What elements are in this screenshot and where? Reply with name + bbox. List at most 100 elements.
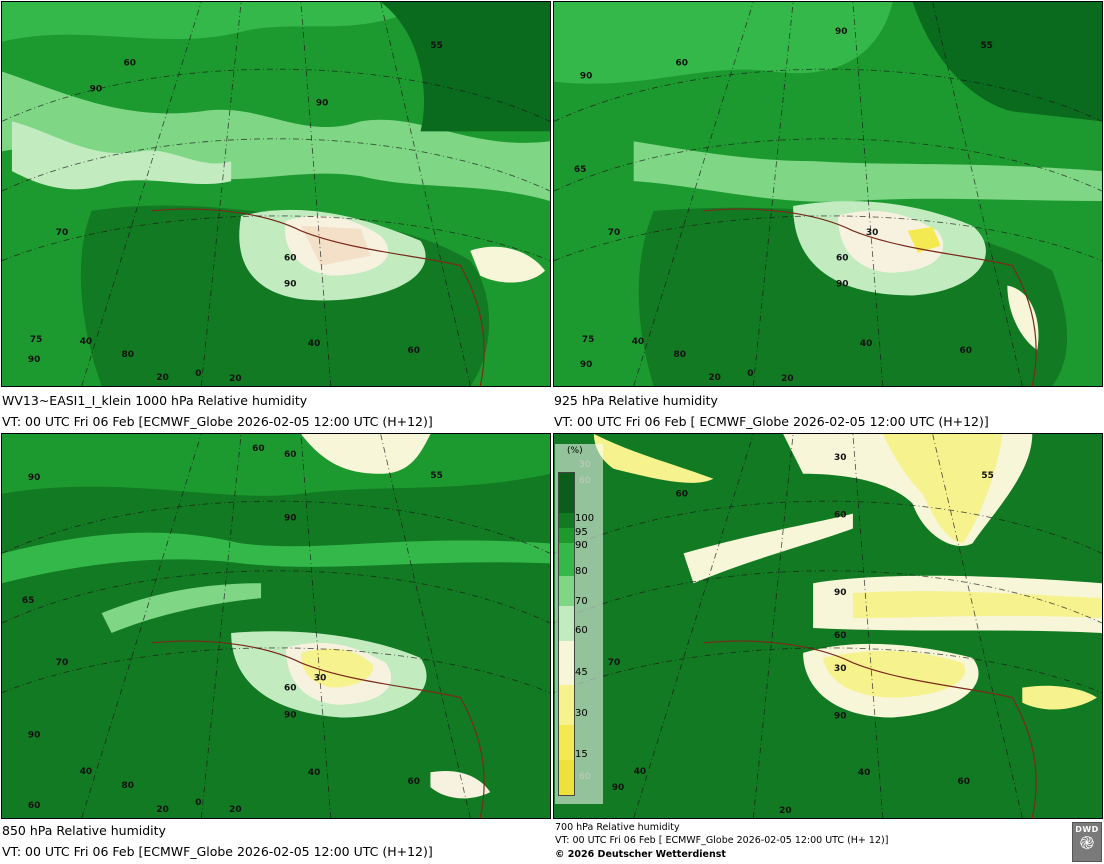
svg-text:90: 90 (834, 712, 846, 722)
svg-text:75: 75 (30, 335, 42, 345)
legend-ghost-label: 60 (579, 772, 591, 782)
svg-text:90: 90 (612, 783, 624, 793)
svg-text:55: 55 (980, 41, 992, 51)
svg-text:55: 55 (981, 471, 993, 481)
map-panel-1000hpa: 60 90 90 55 70 60 90 75 40 80 40 60 90 2… (1, 1, 551, 387)
svg-text:60: 60 (284, 450, 296, 460)
colorbar-segment (559, 606, 574, 641)
svg-text:20: 20 (229, 374, 241, 384)
svg-text:40: 40 (308, 339, 320, 349)
svg-text:40: 40 (858, 768, 870, 778)
svg-text:90: 90 (284, 280, 296, 290)
legend-tick-label: 100 (575, 513, 595, 524)
svg-text:40: 40 (308, 768, 320, 778)
svg-text:0: 0 (195, 798, 201, 808)
svg-text:70: 70 (608, 658, 620, 668)
svg-text:60: 60 (960, 346, 972, 356)
svg-text:70: 70 (56, 228, 68, 238)
svg-text:70: 70 (608, 228, 620, 238)
panel-1000-title: WV13~EASI1_I_klein 1000 hPa Relative hum… (2, 393, 308, 408)
legend-ghost-label: 60 (579, 476, 591, 486)
svg-text:90: 90 (834, 588, 846, 598)
svg-text:20: 20 (229, 805, 241, 815)
svg-text:60: 60 (28, 801, 40, 811)
panel-700-valid-time: VT: 00 UTC Fri 06 Feb [ ECMWF_Globe 2026… (555, 835, 889, 846)
svg-text:60: 60 (676, 490, 688, 500)
svg-text:30: 30 (314, 674, 326, 684)
svg-text:55: 55 (430, 41, 442, 51)
colorbar-segment (559, 473, 574, 513)
svg-text:55: 55 (430, 471, 442, 481)
svg-text:70: 70 (56, 658, 68, 668)
map-panel-850hpa: 90 60 60 55 90 65 70 30 60 90 90 40 80 4… (1, 433, 551, 819)
legend-tick-label: 15 (575, 749, 588, 760)
svg-text:90: 90 (28, 355, 40, 365)
svg-text:60: 60 (252, 444, 264, 454)
colorbar-segment (559, 543, 574, 576)
colorbar (558, 472, 575, 796)
humidity-colorbar-legend: (%) 30 60 100 95 90 80 70 60 45 30 15 60 (555, 444, 603, 804)
svg-text:80: 80 (122, 781, 134, 791)
svg-text:60: 60 (676, 59, 688, 69)
humidity-map-850: 90 60 60 55 90 65 70 30 60 90 90 40 80 4… (2, 434, 550, 818)
svg-text:65: 65 (574, 165, 586, 175)
svg-text:30: 30 (834, 664, 846, 674)
svg-text:65: 65 (22, 596, 34, 606)
svg-text:90: 90 (28, 730, 40, 740)
svg-text:30: 30 (866, 228, 878, 238)
svg-text:20: 20 (156, 805, 168, 815)
panel-850-title: 850 hPa Relative humidity (2, 823, 166, 838)
colorbar-segment (559, 528, 574, 543)
map-panel-925hpa: 90 90 60 55 65 70 30 60 90 75 40 80 40 6… (553, 1, 1103, 387)
svg-text:75: 75 (582, 335, 594, 345)
svg-text:60: 60 (836, 254, 848, 264)
svg-text:0: 0 (747, 369, 753, 379)
svg-text:20: 20 (708, 373, 720, 383)
dwd-logo: DWD ֎ (1072, 822, 1102, 862)
panel-1000-valid-time: VT: 00 UTC Fri 06 Feb [ECMWF_Globe 2026-… (2, 414, 433, 429)
svg-text:90: 90 (580, 72, 592, 82)
svg-text:40: 40 (80, 767, 92, 777)
humidity-map-925: 90 90 60 55 65 70 30 60 90 75 40 80 40 6… (554, 2, 1102, 386)
legend-tick-label: 45 (575, 667, 588, 678)
svg-text:40: 40 (80, 337, 92, 347)
svg-text:80: 80 (674, 350, 686, 360)
humidity-map-1000: 60 90 90 55 70 60 90 75 40 80 40 60 90 2… (2, 2, 550, 386)
swirl-icon: ֎ (1079, 833, 1095, 854)
svg-text:60: 60 (408, 777, 420, 787)
legend-ghost-label: 30 (579, 460, 591, 470)
svg-text:90: 90 (28, 473, 40, 483)
panel-850-valid-time: VT: 00 UTC Fri 06 Feb [ECMWF_Globe 2026-… (2, 844, 433, 859)
colorbar-segment (559, 641, 574, 685)
colorbar-segment (559, 725, 574, 760)
svg-text:20: 20 (781, 374, 793, 384)
svg-text:40: 40 (632, 337, 644, 347)
map-panel-700hpa: 30 60 55 60 90 60 70 30 90 40 40 60 90 2… (553, 433, 1103, 819)
svg-text:0: 0 (195, 369, 201, 379)
colorbar-segment (559, 576, 574, 606)
colorbar-segment (559, 760, 574, 795)
svg-text:30: 30 (834, 453, 846, 463)
svg-text:20: 20 (156, 373, 168, 383)
svg-text:20: 20 (779, 806, 791, 816)
humidity-map-700: 30 60 55 60 90 60 70 30 90 40 40 60 90 2… (554, 434, 1102, 818)
svg-text:60: 60 (284, 254, 296, 264)
legend-tick-label: 70 (575, 596, 588, 607)
svg-text:80: 80 (122, 350, 134, 360)
svg-text:90: 90 (835, 27, 847, 37)
legend-tick-label: 30 (575, 708, 588, 719)
legend-tick-label: 60 (575, 625, 588, 636)
svg-text:90: 90 (836, 280, 848, 290)
svg-text:60: 60 (408, 346, 420, 356)
svg-text:90: 90 (284, 711, 296, 721)
svg-text:60: 60 (834, 511, 846, 521)
legend-tick-label: 95 (575, 527, 588, 538)
svg-text:60: 60 (124, 59, 136, 69)
svg-text:60: 60 (958, 777, 970, 787)
svg-text:40: 40 (634, 767, 646, 777)
svg-text:90: 90 (90, 85, 102, 95)
panel-700-title: 700 hPa Relative humidity (555, 822, 680, 833)
svg-text:90: 90 (316, 98, 328, 108)
svg-text:60: 60 (834, 631, 846, 641)
colorbar-segment (559, 685, 574, 725)
